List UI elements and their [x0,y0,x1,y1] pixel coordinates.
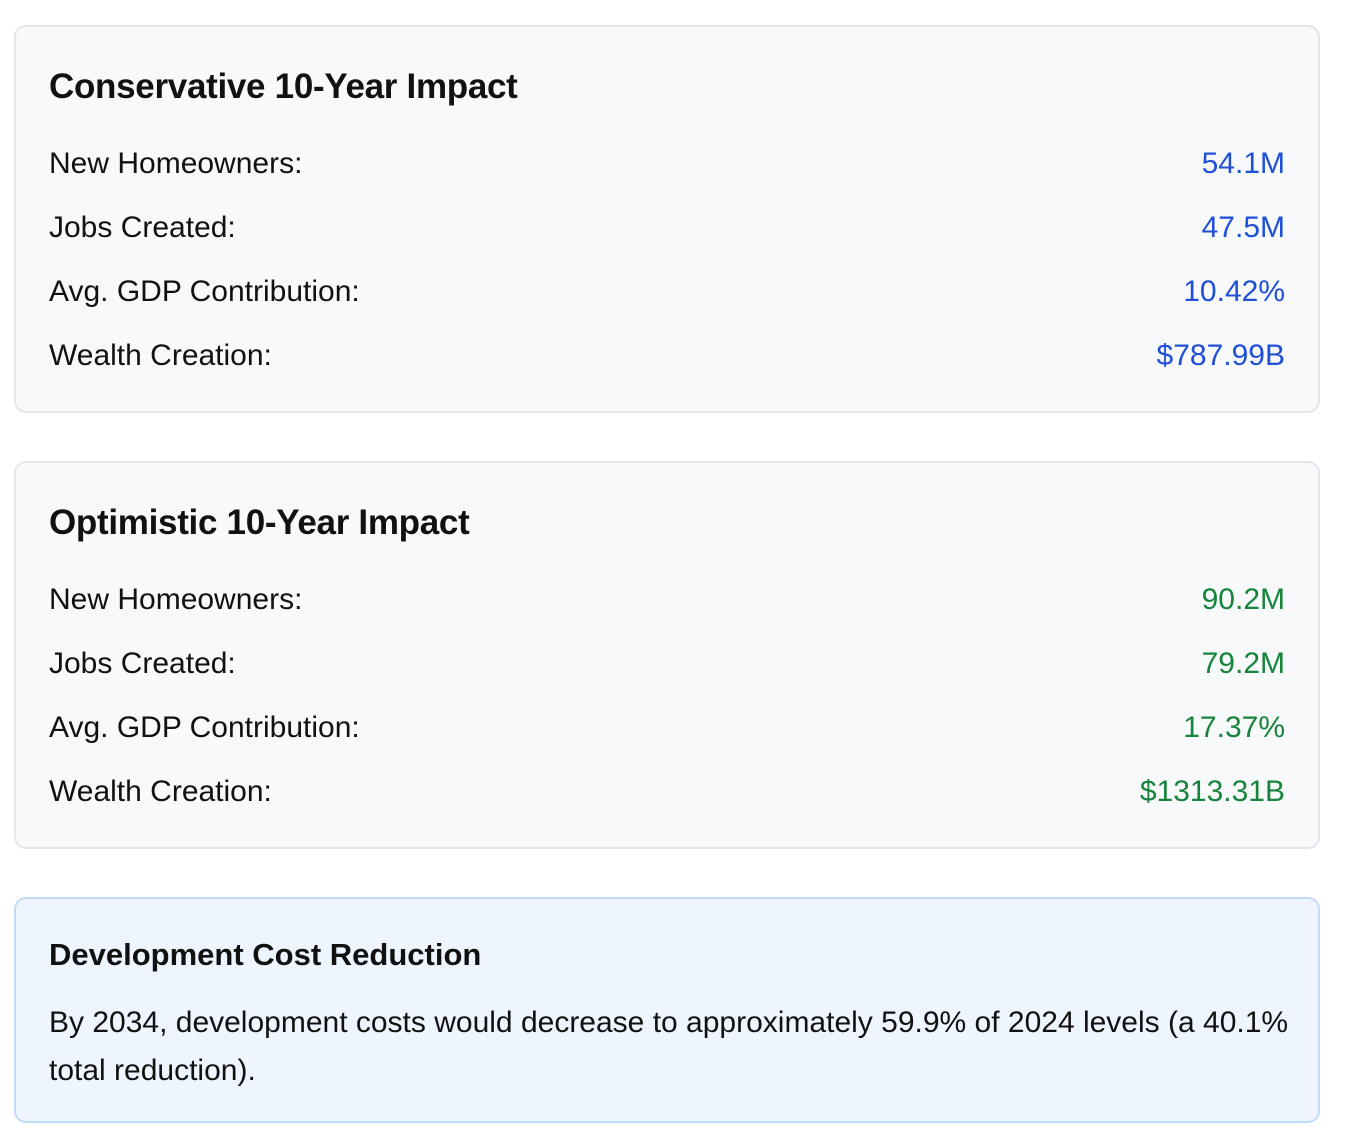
stat-value: 54.1M [1201,147,1285,180]
card-title: Optimistic 10-Year Impact [49,503,470,542]
stat-row-jobs-created: Jobs Created: 79.2M [49,644,1285,684]
cost-reduction-title: Development Cost Reduction [49,937,482,972]
stat-label: Wealth Creation: [49,775,272,808]
stat-value: 79.2M [1201,647,1285,680]
stat-row-gdp-contribution: Avg. GDP Contribution: 10.42% [49,272,1285,312]
stat-row-wealth-creation: Wealth Creation: $1313.31B [49,772,1285,812]
stat-value: 90.2M [1201,583,1285,616]
stat-row-new-homeowners: New Homeowners: 54.1M [49,144,1285,184]
conservative-impact-card: Conservative 10-Year Impact New Homeowne… [14,25,1320,413]
stat-label: New Homeowners: [49,583,303,616]
cost-reduction-card: Development Cost Reduction By 2034, deve… [14,897,1320,1123]
stat-value: 47.5M [1201,211,1285,244]
stat-row-jobs-created: Jobs Created: 47.5M [49,208,1285,248]
stat-label: Wealth Creation: [49,339,272,372]
stat-row-gdp-contribution: Avg. GDP Contribution: 17.37% [49,708,1285,748]
stat-label: Jobs Created: [49,211,236,244]
stat-label: Jobs Created: [49,647,236,680]
stat-label: New Homeowners: [49,147,303,180]
stat-label: Avg. GDP Contribution: [49,275,360,308]
stat-value: $787.99B [1156,339,1285,372]
cost-reduction-text: By 2034, development costs would decreas… [49,1006,1289,1087]
stat-label: Avg. GDP Contribution: [49,711,360,744]
stat-value: $1313.31B [1139,775,1285,808]
stat-row-new-homeowners: New Homeowners: 90.2M [49,580,1285,620]
card-title: Conservative 10-Year Impact [49,67,518,106]
stat-value: 17.37% [1183,711,1285,744]
stat-value: 10.42% [1183,275,1285,308]
stat-row-wealth-creation: Wealth Creation: $787.99B [49,336,1285,376]
optimistic-impact-card: Optimistic 10-Year Impact New Homeowners… [14,461,1320,849]
